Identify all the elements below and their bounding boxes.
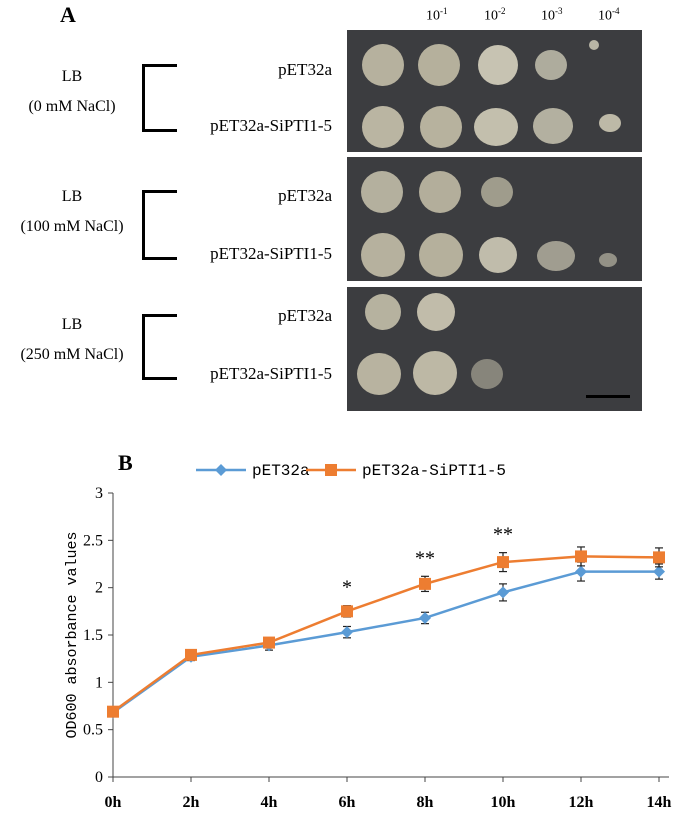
y-tick-label: 2 <box>95 580 103 597</box>
panel-b-letter: B <box>118 450 133 475</box>
colony-spot <box>362 44 404 86</box>
data-point <box>107 705 119 718</box>
colony-spot <box>589 40 599 50</box>
growth-curve-chart: 0 0.5 1 1.5 2 2.5 3 0h 2h 4h 6h 8h 10h 12h 14h OD600 ab… <box>64 462 672 811</box>
data-point <box>575 550 587 563</box>
colony-spot <box>419 233 463 277</box>
condition-label: LB (0 mM NaCl) <box>28 68 116 115</box>
colony-spot <box>417 293 455 331</box>
data-point <box>419 577 431 590</box>
data-point <box>341 626 353 639</box>
bracket <box>142 190 177 260</box>
y-tick-label: 3 <box>95 485 103 502</box>
bracket <box>142 314 177 380</box>
data-point <box>653 551 665 564</box>
legend-marker <box>215 464 227 476</box>
colony-spot <box>419 171 461 213</box>
significance-annotation: * <box>342 577 352 599</box>
growth-curve-panel: B 0 0.5 1 1.5 2 2.5 3 0h 2h 4h 6h 8h 10h 12h 14h OD600 … <box>0 448 685 819</box>
scale-bar <box>586 395 630 398</box>
colony-spot <box>535 50 567 80</box>
colony-spot <box>599 253 617 267</box>
colony-spot <box>365 294 401 330</box>
x-tick-label: 4h <box>261 794 278 811</box>
legend-marker <box>325 464 337 476</box>
strain-label: pET32a <box>278 60 332 79</box>
x-tick-label: 12h <box>569 794 594 811</box>
strain-label: pET32a-SiPTI1-5 <box>210 116 332 135</box>
significance-annotation: ** <box>415 547 435 569</box>
plate-image <box>347 157 642 281</box>
plate-image <box>347 30 642 152</box>
colony-spot <box>478 45 518 85</box>
data-point <box>497 586 509 599</box>
data-point <box>263 636 275 649</box>
data-point <box>575 565 587 578</box>
x-tick-label: 0h <box>105 794 122 811</box>
colony-spot <box>471 359 503 389</box>
dilution-label: 10-2 <box>484 6 506 24</box>
colony-spot <box>357 353 401 395</box>
x-tick-label: 2h <box>183 794 200 811</box>
y-tick-label: 1.5 <box>83 627 103 644</box>
data-point <box>497 556 509 569</box>
colony-spot <box>361 233 405 277</box>
dilution-label: 10-3 <box>541 6 563 24</box>
colony-spot <box>413 351 457 395</box>
colony-spot <box>362 106 404 148</box>
legend-label: pET32a-SiPTI1-5 <box>362 462 506 480</box>
data-point <box>653 565 665 578</box>
data-point <box>419 611 431 624</box>
y-tick-label: 0.5 <box>83 722 103 739</box>
colony-spot <box>481 177 513 207</box>
colony-spot <box>537 241 575 271</box>
colony-spot <box>479 237 517 273</box>
colony-spot <box>361 171 403 213</box>
bracket <box>142 64 177 132</box>
x-tick-label: 10h <box>491 794 516 811</box>
condition-label: LB (100 mM NaCl) <box>20 188 124 235</box>
y-tick-label: 2.5 <box>83 532 103 549</box>
strain-label: pET32a <box>278 186 332 205</box>
data-point <box>341 605 353 618</box>
panel-a-letter: A <box>60 2 76 27</box>
plate-image <box>347 287 642 411</box>
y-axis-label: OD600 absorbance values <box>64 531 81 738</box>
y-tick-label: 1 <box>95 674 103 691</box>
condition-label: LB (250 mM NaCl) <box>20 316 124 363</box>
colony-spot <box>474 108 518 146</box>
dilution-label: 10-1 <box>426 6 448 24</box>
x-tick-label: 6h <box>339 794 356 811</box>
dilution-label: 10-4 <box>598 6 620 24</box>
series-line <box>112 570 659 714</box>
colony-spot <box>418 44 460 86</box>
colony-spot <box>420 106 462 148</box>
x-tick-label: 14h <box>647 794 672 811</box>
strain-label: pET32a-SiPTI1-5 <box>210 244 332 263</box>
y-tick-label: 0 <box>95 769 103 786</box>
data-point <box>185 648 197 661</box>
strain-label: pET32a <box>278 306 332 325</box>
spot-assay-panel: A 10-1 10-2 10-3 10-4 LB (0 mM NaCl) pET… <box>20 2 642 411</box>
series-line <box>112 555 660 713</box>
strain-label: pET32a-SiPTI1-5 <box>210 364 332 383</box>
colony-spot <box>599 114 621 132</box>
significance-annotation: ** <box>493 524 513 546</box>
colony-spot <box>533 108 573 144</box>
legend-label: pET32a <box>252 462 310 480</box>
x-tick-label: 8h <box>417 794 434 811</box>
